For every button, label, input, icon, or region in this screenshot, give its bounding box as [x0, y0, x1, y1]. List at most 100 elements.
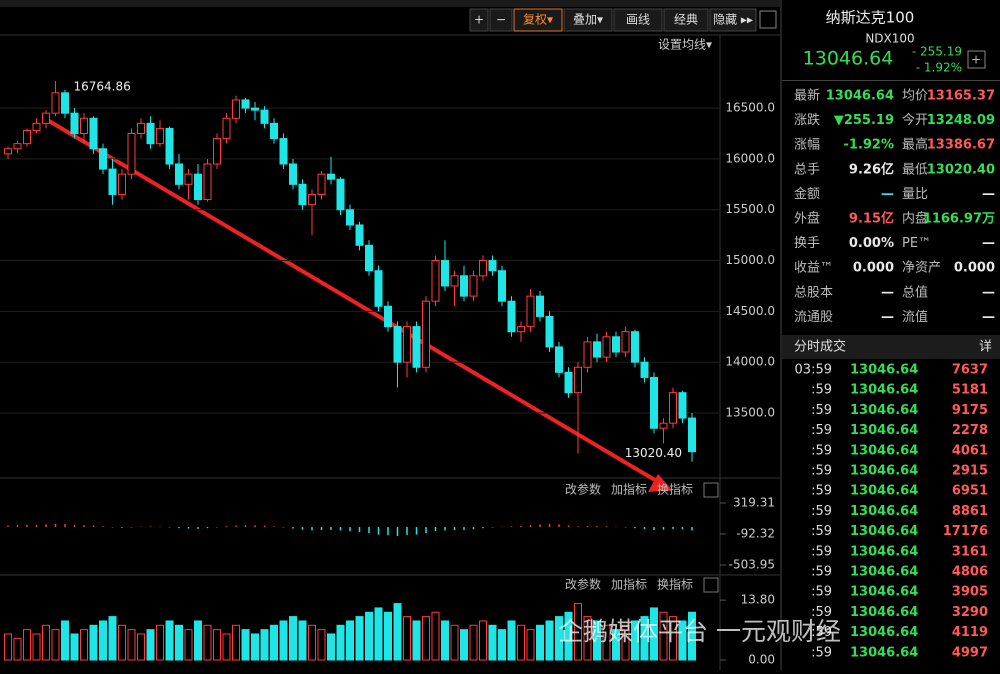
candle-body	[384, 305, 392, 328]
candle-body	[241, 99, 250, 109]
trade-price: 13046.64	[850, 544, 918, 559]
candle-body	[460, 275, 468, 297]
volume-bar	[450, 624, 459, 661]
candle-body	[517, 326, 525, 333]
close-button[interactable]	[703, 482, 719, 498]
toolbar-button[interactable]	[563, 8, 613, 32]
candle-body	[526, 295, 535, 328]
volume-bar	[137, 633, 145, 661]
candle-body	[507, 300, 516, 333]
volume-bar	[289, 616, 297, 661]
quote-value: —	[881, 285, 894, 300]
volume-bar	[175, 624, 183, 661]
candle-body	[602, 336, 611, 358]
top-tabs	[0, 0, 780, 7]
toolbar-button[interactable]	[663, 8, 709, 32]
candle-body	[327, 173, 335, 180]
volume-bar	[621, 624, 630, 661]
trade-price: 13046.64	[850, 464, 918, 479]
quote-label: 内盘	[902, 211, 928, 227]
quote-label: 流通股	[794, 310, 833, 325]
trades-detail[interactable]: 详	[979, 340, 992, 355]
indicator-button[interactable]: 换指标	[657, 482, 693, 497]
volume-bar	[631, 620, 639, 661]
indicator-button[interactable]: 换指标	[657, 577, 693, 592]
trade-volume: 4119	[952, 625, 988, 640]
volume-bar	[526, 629, 535, 661]
volume-bar	[327, 633, 335, 661]
volume-bar	[32, 633, 41, 661]
toolbar-label[interactable]: 复权▾	[523, 13, 553, 27]
y-tick-label: -92.32	[736, 526, 775, 540]
candle-body	[422, 300, 430, 368]
indicator-button[interactable]: 改参数	[565, 482, 601, 497]
candle-body	[346, 209, 354, 226]
candle-body	[336, 178, 345, 211]
candle-body	[118, 173, 126, 195]
fullscreen-button[interactable]	[759, 10, 777, 29]
ma-setting[interactable]: 设置均线▾	[658, 38, 712, 52]
volume-bar	[669, 616, 677, 661]
candle-body	[355, 224, 364, 246]
toolbar-button[interactable]	[489, 8, 513, 32]
trade-time: :59	[811, 464, 832, 479]
trade-price: 13046.64	[850, 423, 918, 438]
volume-bar	[23, 629, 31, 661]
indicator-button[interactable]: 加指标	[611, 482, 647, 497]
candle-body	[555, 346, 563, 373]
trade-volume: 8861	[952, 504, 988, 519]
candle-body	[289, 163, 297, 185]
candle-body	[175, 163, 183, 185]
quote-value: 0.00%	[849, 236, 894, 251]
indicator-button[interactable]: 改参数	[565, 577, 601, 592]
quote-value: 13020.40	[927, 162, 995, 177]
quote-value: 13046.64	[826, 89, 894, 104]
quote-label: 换手	[794, 236, 820, 251]
close-button[interactable]	[703, 577, 719, 593]
y-tick-label: -503.95	[729, 557, 775, 571]
candle-body	[23, 129, 31, 145]
toolbar-button[interactable]	[709, 8, 757, 32]
volume-bar	[13, 637, 22, 661]
y-tick-label: 15000.0	[725, 253, 775, 267]
toolbar-label[interactable]: 叠加▾	[573, 13, 603, 27]
candle-body	[431, 260, 440, 302]
trade-volume: 9175	[952, 403, 988, 418]
candle-body	[583, 341, 592, 368]
toolbar-label[interactable]: 经典	[674, 13, 698, 27]
candle-body	[184, 173, 193, 185]
quote-value: 13386.67	[927, 138, 995, 153]
y-tick-label: 14000.0	[725, 355, 775, 369]
volume-bar	[640, 616, 649, 661]
candle-body	[270, 122, 278, 140]
trade-price: 13046.64	[850, 383, 918, 398]
toolbar-label[interactable]: −	[496, 13, 506, 27]
volume-bar	[308, 624, 316, 661]
candle-body	[127, 133, 136, 175]
quote-value: —	[881, 310, 894, 325]
toolbar-button[interactable]	[469, 8, 489, 32]
candle-body	[4, 148, 12, 155]
volume-bar	[574, 603, 582, 661]
toolbar-button[interactable]	[613, 8, 663, 32]
quote-value: —	[982, 236, 995, 251]
candle-body	[213, 138, 221, 165]
watermark: 企鹅媒体平台 一元观财经	[558, 617, 841, 646]
toolbar-button[interactable]	[513, 8, 563, 32]
quote-label: 量比	[902, 187, 928, 202]
quote-value: 13248.09	[927, 113, 995, 128]
add-button[interactable]	[967, 50, 986, 69]
toolbar-label[interactable]: +	[474, 13, 484, 27]
toolbar-label[interactable]: 隐藏 ▸▸	[713, 13, 753, 27]
volume-bar	[545, 620, 554, 661]
volume-bar	[89, 624, 98, 661]
trade-time: :59	[811, 403, 832, 418]
indicator-button[interactable]: 加指标	[611, 577, 647, 592]
volume-bar	[441, 620, 449, 661]
quote-value: 0.000	[853, 261, 894, 276]
toolbar-label[interactable]: 画线	[626, 13, 650, 27]
volume-bar	[127, 629, 136, 661]
volume-bar	[298, 620, 307, 661]
candle-body	[32, 122, 41, 131]
volume-bar	[184, 629, 193, 661]
